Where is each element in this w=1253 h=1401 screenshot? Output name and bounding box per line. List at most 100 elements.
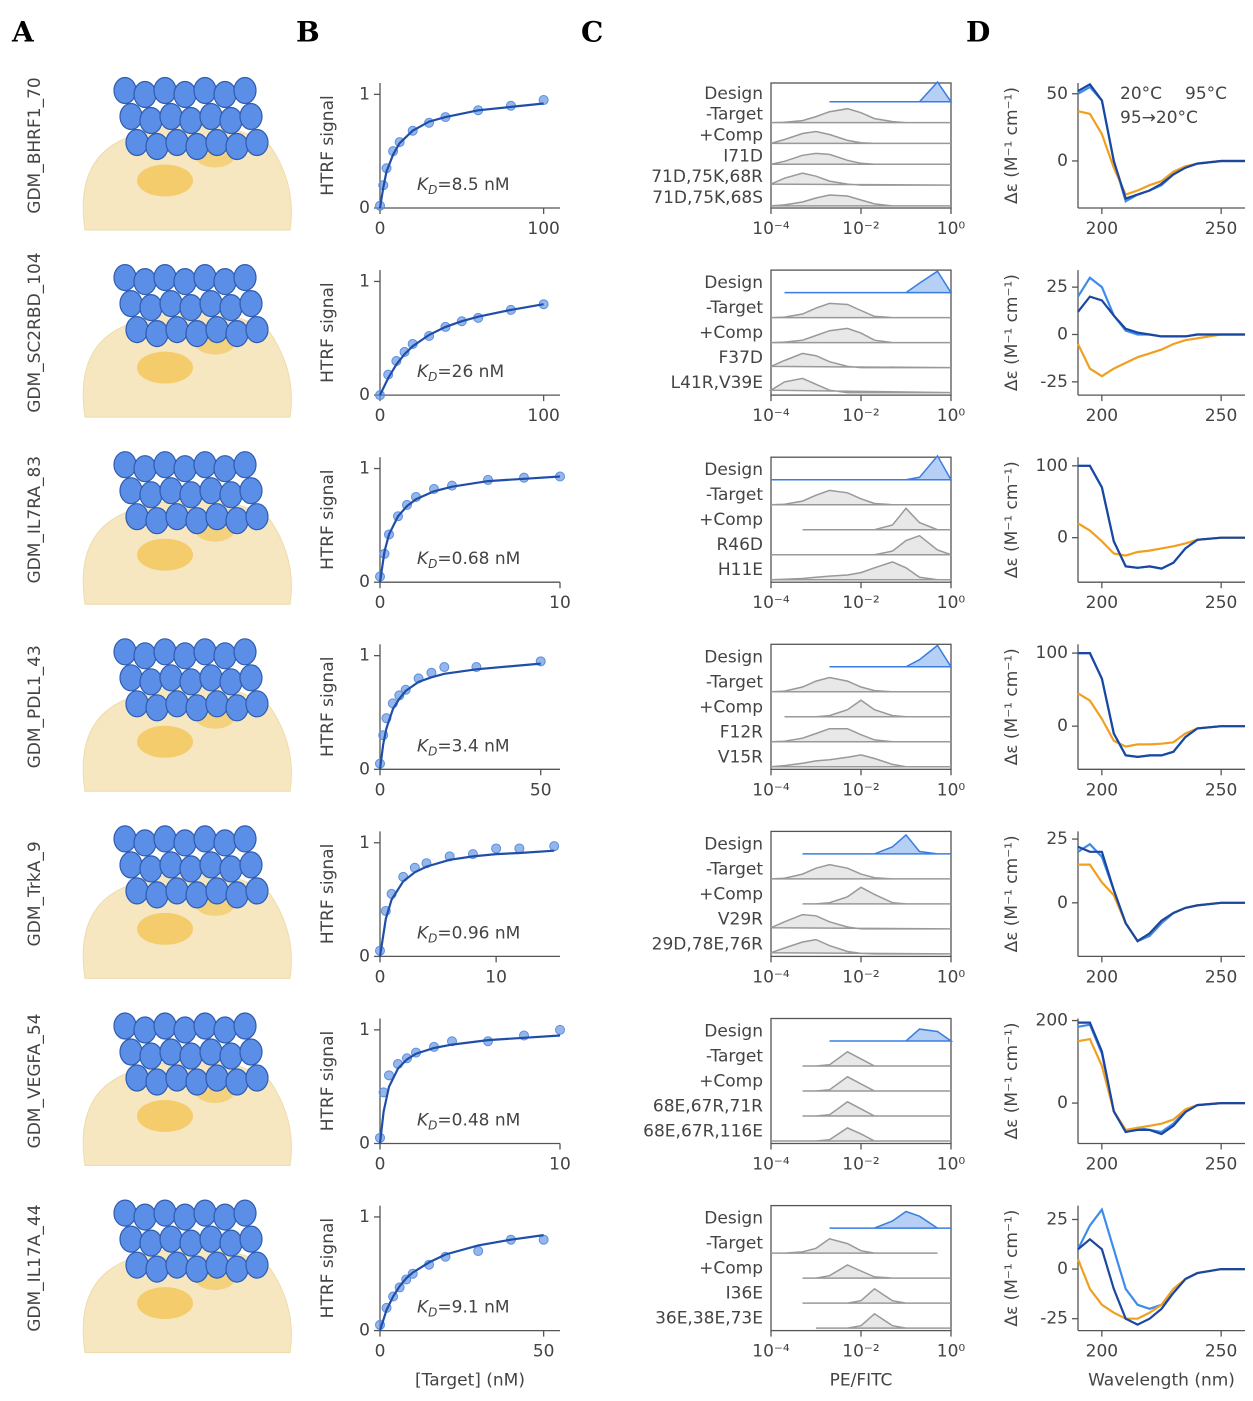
binder-helix	[185, 1068, 209, 1096]
kd-annotation: KD=26 nM	[417, 362, 504, 384]
binder-helix	[153, 76, 177, 105]
y-tick-label: 100	[1036, 643, 1068, 663]
binder-helix	[199, 1038, 223, 1066]
y-tick-label: 0	[1057, 324, 1068, 344]
panel-letter: A	[11, 16, 35, 49]
binder-helix	[225, 694, 249, 722]
ridge	[771, 1237, 938, 1254]
y-tick-label: 0	[1057, 151, 1068, 171]
y-tick-label: 0	[1057, 893, 1068, 913]
binder-helix	[133, 829, 157, 857]
kd-annotation: KD=0.96 nM	[417, 923, 520, 945]
ridge	[829, 1210, 951, 1229]
binder-helix	[153, 451, 177, 479]
ridge-label: F37D	[718, 348, 763, 368]
y-axis-label: Δε (M⁻¹ cm⁻¹)	[1002, 461, 1022, 578]
data-point	[491, 843, 502, 854]
y-axis-label: Δε (M⁻¹ cm⁻¹)	[1002, 1210, 1022, 1327]
binder-helix	[185, 132, 209, 161]
ridge	[829, 644, 953, 668]
binder-helix	[145, 881, 169, 909]
ridge	[771, 1127, 951, 1142]
x-tick-label: 50	[533, 1342, 555, 1362]
cd-trace	[1077, 295, 1245, 338]
x-tick-label: 200	[1086, 780, 1118, 800]
x-tick-label: 10⁰	[937, 219, 966, 239]
binder-helix	[113, 76, 137, 105]
binder-helix	[239, 664, 263, 692]
kd-symbol: K	[417, 362, 430, 382]
fit-line	[378, 102, 544, 209]
x-tick-label: 10⁰	[937, 593, 966, 613]
x-tick-label: 10⁻⁴	[752, 593, 790, 613]
binder-helix	[225, 881, 249, 909]
ridge	[770, 913, 952, 930]
x-tick-label: 200	[1086, 967, 1118, 987]
binder-helix	[239, 1225, 263, 1253]
kd-symbol: K	[417, 1111, 430, 1131]
binder-helix	[125, 503, 149, 531]
y-tick-label: 0	[359, 198, 370, 218]
binder-helix	[185, 881, 209, 909]
ridge-label: L41R,V39E	[671, 373, 763, 393]
binder-helix	[139, 855, 163, 883]
binder-helix	[145, 1068, 169, 1096]
binder-helix	[179, 668, 203, 696]
ridge-label: 68E,67R,71R	[653, 1097, 763, 1117]
ridge	[770, 352, 952, 369]
x-tick-label: 0	[375, 593, 386, 613]
ridge	[802, 1050, 951, 1067]
x-tick-label: 250	[1205, 780, 1237, 800]
x-tick-label: 0	[375, 219, 386, 239]
binder-helix	[165, 503, 189, 531]
ridge-label: +Comp	[699, 126, 763, 146]
x-tick-label: 10	[549, 1155, 571, 1175]
x-tick-label: 10⁰	[937, 1155, 966, 1175]
binder-helix	[145, 1255, 169, 1283]
hotspot	[137, 164, 193, 197]
kd-subscript: D	[428, 370, 437, 384]
ridge	[771, 454, 953, 481]
ridge-label: -Target	[706, 672, 764, 692]
binder-helix	[125, 1064, 149, 1092]
binder-helix	[205, 503, 229, 531]
x-tick-label: 100	[527, 219, 559, 239]
binder-helix	[213, 268, 237, 296]
ridge	[770, 863, 951, 880]
binder-helix	[173, 829, 197, 857]
hotspot	[137, 912, 193, 945]
binder-helix	[205, 128, 229, 157]
binder-helix	[133, 642, 157, 670]
ridge-label: -Target	[706, 485, 764, 505]
kd-symbol: K	[417, 923, 430, 943]
binder-helix	[119, 1038, 143, 1066]
y-axis-label: Δε (M⁻¹ cm⁻¹)	[1002, 87, 1022, 204]
binder-helix	[225, 132, 249, 161]
x-tick-label: 10⁻⁴	[752, 967, 790, 987]
x-tick-label: 10⁻²	[842, 406, 879, 426]
x-tick-label: 0	[375, 967, 386, 987]
cd-trace	[1078, 464, 1245, 570]
binder-helix	[153, 638, 177, 666]
binder-helix	[139, 1042, 163, 1070]
cd-trace	[1078, 652, 1245, 759]
x-tick-label: 250	[1205, 406, 1237, 426]
binder-helix	[179, 1042, 203, 1070]
binder-helix	[199, 477, 223, 505]
binder-helix	[119, 1225, 143, 1253]
kd-value: =0.96 nM	[437, 923, 520, 943]
ridge-label: +Comp	[699, 510, 763, 530]
x-tick-label: 200	[1086, 406, 1118, 426]
kd-value: =0.48 nM	[437, 1111, 520, 1131]
binder-helix	[113, 451, 137, 479]
cd-trace	[1078, 652, 1245, 759]
binder-helix	[245, 316, 269, 344]
binder-helix	[233, 825, 257, 853]
ridge	[770, 302, 951, 319]
y-axis-label: HTRF signal	[318, 844, 338, 944]
x-tick-label: 250	[1205, 1342, 1237, 1362]
binder-helix	[139, 481, 163, 509]
binder-helix	[145, 320, 169, 348]
x-tick-label: 250	[1205, 593, 1237, 613]
